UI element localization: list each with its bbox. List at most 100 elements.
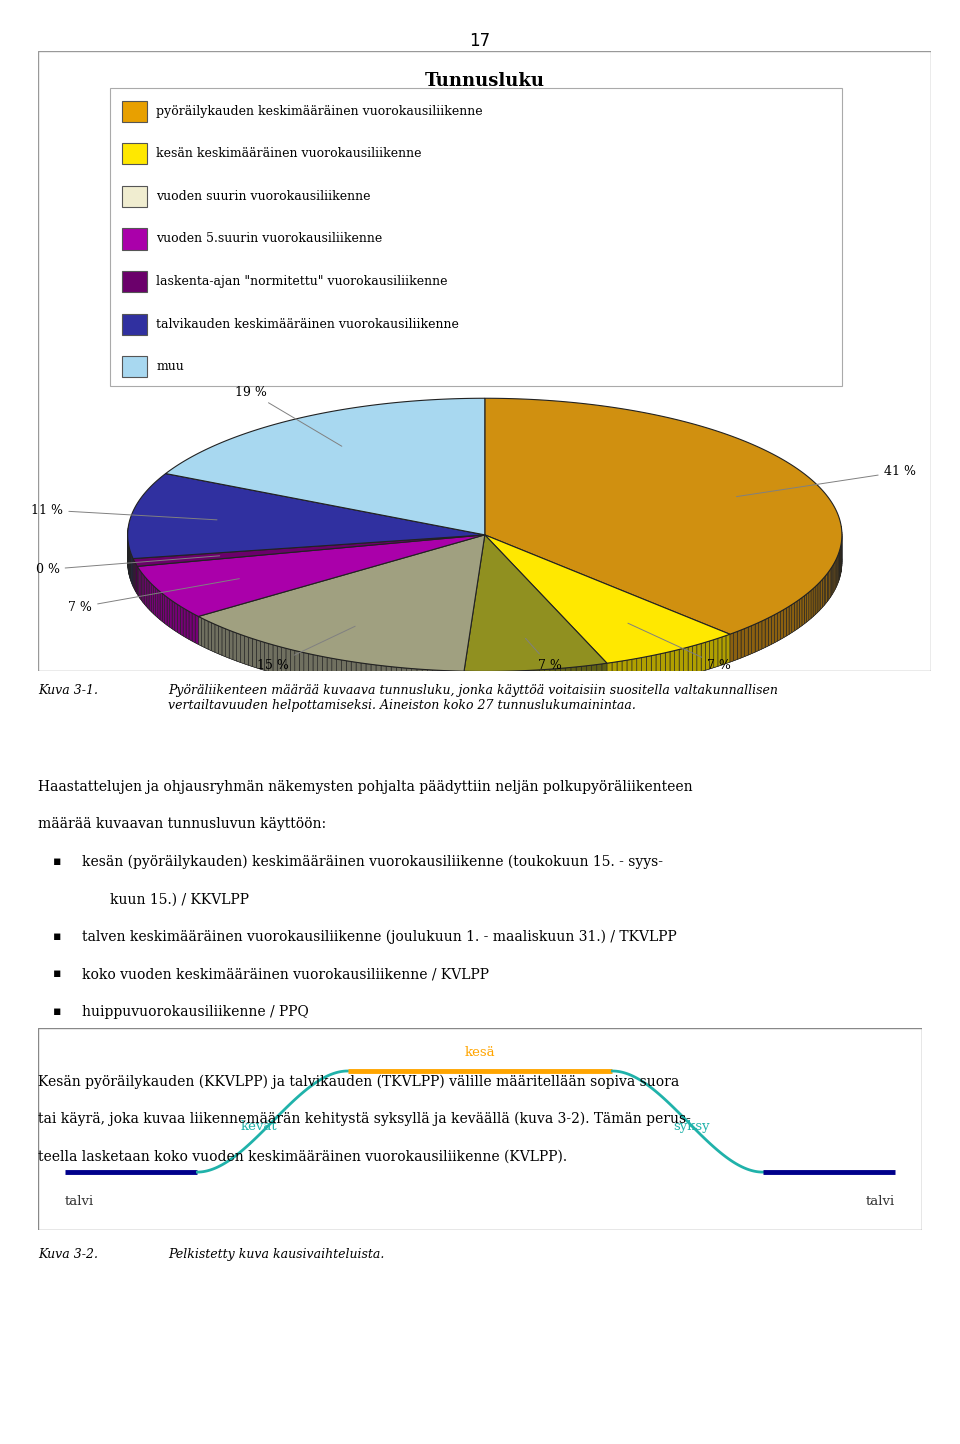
Bar: [122, 101, 147, 121]
Polygon shape: [665, 651, 670, 680]
Polygon shape: [438, 670, 443, 699]
Polygon shape: [550, 669, 555, 697]
Polygon shape: [802, 596, 804, 625]
Text: talvikauden keskimääräinen vuorokausiliikenne: talvikauden keskimääräinen vuorokausilii…: [156, 318, 459, 331]
Text: kesä: kesä: [465, 1045, 495, 1058]
Polygon shape: [260, 641, 265, 670]
Polygon shape: [555, 669, 561, 696]
Text: 7 %: 7 %: [68, 579, 239, 614]
Polygon shape: [835, 560, 836, 591]
Polygon shape: [697, 644, 701, 673]
Polygon shape: [160, 592, 162, 621]
Polygon shape: [804, 593, 806, 624]
Polygon shape: [327, 657, 332, 686]
Polygon shape: [646, 656, 651, 684]
Text: vuoden suurin vuorokausiliikenne: vuoden suurin vuorokausiliikenne: [156, 189, 371, 202]
Polygon shape: [281, 647, 286, 676]
Polygon shape: [146, 578, 148, 608]
Polygon shape: [576, 666, 582, 695]
Polygon shape: [561, 669, 565, 696]
Polygon shape: [138, 569, 140, 598]
Polygon shape: [166, 399, 485, 534]
Polygon shape: [607, 663, 612, 692]
Polygon shape: [831, 566, 832, 596]
Polygon shape: [775, 614, 778, 643]
Polygon shape: [772, 615, 775, 644]
Polygon shape: [128, 474, 485, 559]
Text: määrää kuvaavan tunnusluvun käyttöön:: määrää kuvaavan tunnusluvun käyttöön:: [38, 817, 326, 832]
Polygon shape: [797, 599, 800, 630]
Text: kesän (pyöräilykauden) keskimääräinen vuorokausiliikenne (toukokuun 15. - syys-: kesän (pyöräilykauden) keskimääräinen vu…: [82, 855, 662, 869]
Polygon shape: [612, 661, 617, 690]
Polygon shape: [323, 657, 327, 686]
Polygon shape: [544, 669, 550, 697]
Polygon shape: [172, 601, 175, 631]
Polygon shape: [507, 671, 513, 699]
Text: Pyöräliikenteen määrää kuvaava tunnusluku, jonka käyttöä voitaisiin suositella v: Pyöräliikenteen määrää kuvaava tunnusluk…: [168, 684, 778, 712]
Text: Pelkistetty kuva kausivaihteluista.: Pelkistetty kuva kausivaihteluista.: [168, 1248, 384, 1261]
Polygon shape: [202, 618, 204, 647]
Polygon shape: [582, 666, 587, 695]
Polygon shape: [229, 630, 233, 660]
Polygon shape: [529, 670, 534, 699]
Text: Tunnusluku: Tunnusluku: [424, 72, 544, 91]
Text: huippuvuorokausiliikenne / PPQ: huippuvuorokausiliikenne / PPQ: [82, 1005, 308, 1019]
Polygon shape: [815, 585, 817, 615]
Polygon shape: [366, 664, 371, 692]
Text: 41 %: 41 %: [736, 465, 916, 497]
Polygon shape: [789, 605, 792, 634]
Polygon shape: [602, 663, 607, 692]
Polygon shape: [265, 643, 269, 671]
Polygon shape: [794, 601, 797, 631]
Polygon shape: [178, 605, 180, 634]
Polygon shape: [745, 627, 748, 657]
Polygon shape: [786, 606, 789, 635]
Polygon shape: [709, 640, 714, 669]
Text: talvi: talvi: [65, 1196, 94, 1209]
Polygon shape: [819, 582, 821, 611]
Polygon shape: [337, 658, 342, 687]
Text: ▪: ▪: [53, 930, 61, 943]
Text: kesän keskimääräinen vuorokausiliikenne: kesän keskimääräinen vuorokausiliikenne: [156, 147, 421, 160]
Polygon shape: [195, 615, 199, 644]
Polygon shape: [459, 671, 464, 699]
Polygon shape: [828, 570, 830, 599]
Polygon shape: [150, 582, 152, 612]
Polygon shape: [277, 645, 281, 676]
Polygon shape: [496, 671, 502, 699]
Polygon shape: [256, 640, 260, 669]
Text: Kuva 3-2.: Kuva 3-2.: [38, 1248, 99, 1261]
Polygon shape: [215, 624, 218, 654]
Polygon shape: [252, 638, 256, 667]
Polygon shape: [300, 651, 303, 680]
Polygon shape: [571, 667, 576, 696]
Polygon shape: [167, 598, 170, 627]
Polygon shape: [391, 667, 396, 695]
Polygon shape: [809, 591, 811, 621]
Polygon shape: [448, 671, 453, 699]
Polygon shape: [211, 622, 215, 653]
Polygon shape: [821, 579, 823, 609]
Polygon shape: [218, 625, 222, 656]
Polygon shape: [660, 653, 665, 682]
Polygon shape: [303, 653, 308, 682]
Text: 7 %: 7 %: [525, 638, 562, 671]
Text: ▪: ▪: [53, 967, 61, 980]
Text: 17: 17: [469, 32, 491, 49]
Polygon shape: [730, 632, 733, 663]
Polygon shape: [741, 628, 745, 658]
Polygon shape: [140, 570, 141, 601]
Polygon shape: [180, 606, 183, 635]
Text: koko vuoden keskimääräinen vuorokausiliikenne / KVLPP: koko vuoden keskimääräinen vuorokausilii…: [82, 967, 489, 982]
Polygon shape: [622, 660, 627, 689]
Polygon shape: [513, 671, 517, 699]
Polygon shape: [313, 654, 318, 683]
Text: talven keskimääräinen vuorokausiliikenne (joulukuun 1. - maaliskuun 31.) / TKVLP: talven keskimääräinen vuorokausiliikenne…: [82, 930, 677, 944]
Polygon shape: [632, 658, 636, 687]
Polygon shape: [269, 644, 273, 673]
Polygon shape: [332, 658, 337, 687]
Text: syksy: syksy: [674, 1119, 710, 1132]
Text: ▪: ▪: [53, 1005, 61, 1018]
Polygon shape: [733, 631, 737, 661]
Polygon shape: [679, 648, 684, 677]
